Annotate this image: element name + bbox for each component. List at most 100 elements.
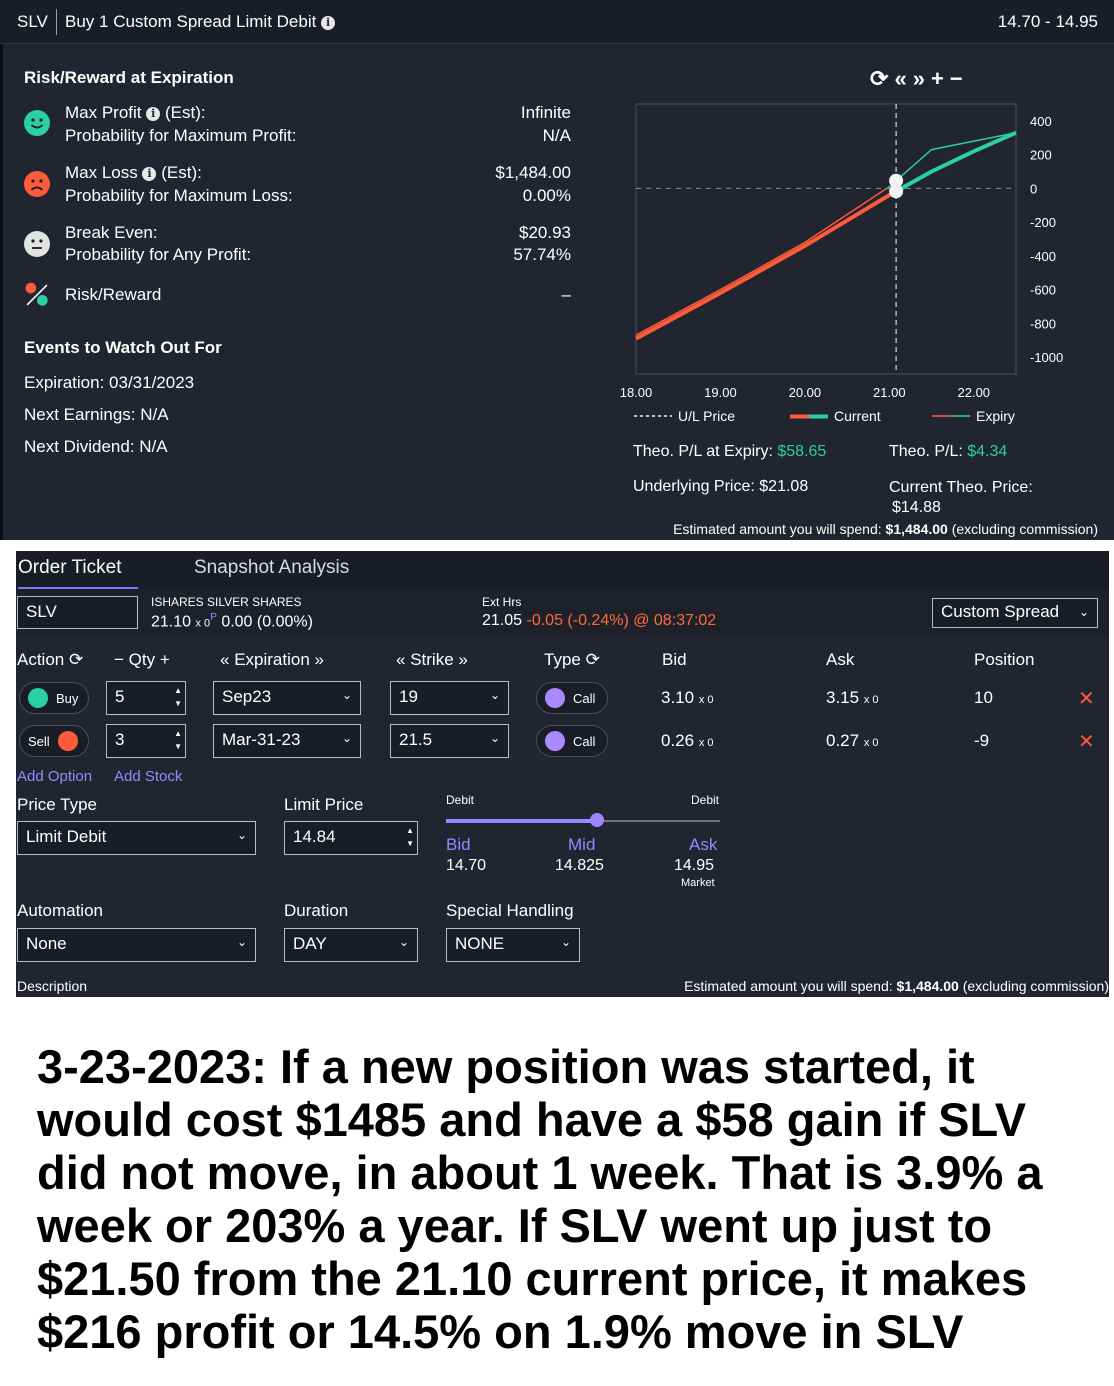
slider-bid-value: 14.70	[446, 857, 487, 874]
max-loss-value: $1,484.00	[495, 163, 571, 182]
chevron-right-icon[interactable]: »	[314, 650, 325, 669]
chart-frame	[635, 103, 1017, 375]
limit-price-input[interactable]: 14.84 ▲ ▼	[284, 821, 418, 855]
info-icon[interactable]: i	[142, 167, 157, 181]
y-tick-label: 0	[1030, 181, 1037, 196]
info-icon[interactable]: i	[146, 107, 161, 121]
leg1-strike-select[interactable]: 19 ⌄	[390, 681, 509, 715]
spinner-arrows-icon[interactable]: ▲ ▼	[174, 729, 182, 751]
spinner-arrows-icon[interactable]: ▲ ▼	[174, 686, 182, 708]
leg2-type: Call	[573, 733, 596, 749]
header-ask: Ask	[826, 650, 855, 669]
chevron-left-icon[interactable]: «	[396, 650, 406, 669]
header-qty-label: Qty	[128, 650, 156, 669]
strategy-select[interactable]: Custom Spread ⌄	[932, 598, 1098, 628]
pan-left-icon[interactable]: «	[894, 66, 913, 91]
limit-price-label: Limit Price	[284, 795, 364, 814]
chevron-down-icon: ⌄	[489, 731, 500, 745]
add-stock-link[interactable]: Add Stock	[114, 768, 183, 785]
company-name: ISHARES SILVER SHARES	[151, 595, 302, 609]
x-tick-label: 19.00	[704, 385, 737, 400]
leg2-sell-toggle[interactable]: Sell	[19, 725, 89, 757]
symbol-input[interactable]: SLV	[17, 596, 138, 629]
remove-leg-icon[interactable]: ✕	[1078, 688, 1095, 710]
slider-market-label[interactable]: Market	[681, 877, 715, 889]
leg1-action: Buy	[56, 690, 79, 706]
chart-toolbar: ⟳«»+−	[870, 66, 969, 92]
x-tick-label: 22.00	[958, 385, 991, 400]
neutral-face-icon	[24, 231, 50, 257]
legend-ul-price: U/L Price	[634, 408, 735, 424]
minus-icon[interactable]: −	[114, 650, 124, 669]
slider-ask-label[interactable]: Ask	[689, 835, 718, 854]
leg2-strike-select[interactable]: 21.5 ⌄	[390, 724, 509, 758]
prob-any-profit-value: 57.74%	[513, 245, 571, 264]
window-edge	[0, 0, 3, 540]
zoom-out-icon[interactable]: −	[949, 66, 969, 91]
refresh-icon[interactable]: ⟳	[870, 66, 895, 91]
max-profit-label: Max Profit i (Est):	[65, 103, 206, 123]
refresh-icon[interactable]: ⟳	[68, 650, 84, 669]
chevron-down-icon: ⌄	[489, 688, 500, 702]
slider-bid-label[interactable]: Bid	[446, 835, 471, 854]
y-tick-label: -800	[1030, 316, 1056, 331]
events-heading: Events to Watch Out For	[24, 338, 222, 357]
leg1-ask: 3.15 x 0	[826, 688, 879, 708]
info-icon[interactable]: i	[321, 16, 336, 30]
leg1-buy-toggle[interactable]: Buy	[19, 682, 89, 714]
call-dot-icon	[545, 731, 565, 751]
risk-reward-label: Risk/Reward	[65, 285, 162, 304]
break-even-label: Break Even:	[65, 223, 158, 242]
series-marker-current[interactable]	[889, 184, 904, 199]
ext-price: 21.05	[482, 612, 523, 629]
header-expiration: « Expiration »	[220, 650, 324, 670]
leg2-qty-input[interactable]: 3 ▲ ▼	[106, 724, 186, 758]
tab-order-ticket[interactable]: Order Ticket	[18, 557, 138, 589]
leg1-ask-size: x 0	[863, 694, 879, 706]
tab-snapshot-analysis[interactable]: Snapshot Analysis	[194, 557, 350, 578]
leg1-expiration-select[interactable]: Sep23 ⌄	[213, 681, 361, 715]
slider-mid-label[interactable]: Mid	[568, 835, 596, 854]
chevron-right-icon[interactable]: »	[458, 650, 468, 669]
legend-current-label: Current	[834, 408, 881, 424]
price-slider-track[interactable]	[446, 813, 720, 827]
leg2-ask-value: 0.27	[826, 731, 860, 750]
estimated-spend-suffix: (excluding commission)	[951, 521, 1098, 537]
automation-select[interactable]: None ⌄	[17, 928, 256, 962]
pan-right-icon[interactable]: »	[912, 66, 931, 91]
leg2-type-toggle[interactable]: Call	[536, 725, 608, 757]
next-earnings: Next Earnings: N/A	[24, 405, 169, 424]
leg2-expiration-select[interactable]: Mar-31-23 ⌄	[213, 724, 361, 758]
plus-icon[interactable]: +	[159, 650, 170, 669]
estimated-spend-amount: $1,484.00	[885, 521, 948, 537]
underlying-price-label: Underlying Price:	[633, 478, 755, 495]
special-handling-select[interactable]: NONE ⌄	[446, 928, 580, 962]
leg2-action: Sell	[28, 733, 50, 749]
chevron-left-icon[interactable]: «	[220, 650, 230, 669]
leg1-qty-input[interactable]: 5 ▲ ▼	[106, 681, 186, 715]
spinner-arrows-icon[interactable]: ▲ ▼	[406, 826, 414, 848]
price-type-select[interactable]: Limit Debit ⌄	[17, 821, 256, 855]
refresh-icon[interactable]: ⟳	[585, 650, 600, 669]
quote-bar: SLV ISHARES SILVER SHARES 21.10 x 0P 0.0…	[16, 589, 1109, 637]
price-slider-thumb[interactable]	[589, 813, 604, 827]
header-price-range: 14.70 - 14.95	[997, 12, 1098, 31]
risk-reward-value: –	[561, 285, 571, 304]
theo-pl-expiry: Theo. P/L at Expiry: $58.65	[633, 443, 826, 461]
price-slider-fill	[446, 819, 597, 823]
leg1-expiration: Sep23	[222, 687, 272, 706]
remove-leg-icon[interactable]: ✕	[1078, 731, 1095, 753]
leg1-type-toggle[interactable]: Call	[536, 682, 608, 714]
duration-select[interactable]: DAY ⌄	[284, 928, 418, 962]
add-option-link[interactable]: Add Option	[17, 768, 93, 785]
zoom-in-icon[interactable]: +	[930, 66, 950, 91]
legend-current-swatch	[790, 414, 828, 418]
caption-text: 3-23-2023: If a new position was started…	[37, 1040, 1043, 1358]
header-strike-label: Strike	[410, 650, 454, 669]
series-marker-expiry[interactable]	[889, 173, 904, 188]
prob-max-loss-label: Probability for Maximum Loss:	[65, 186, 293, 205]
series-expiry-loss-line	[635, 187, 888, 336]
chevron-down-icon: ⌄	[398, 935, 409, 949]
description-label: Description	[17, 978, 88, 994]
risk-reward-panel: SLV Buy 1 Custom Spread Limit Debit i 14…	[0, 0, 1114, 540]
